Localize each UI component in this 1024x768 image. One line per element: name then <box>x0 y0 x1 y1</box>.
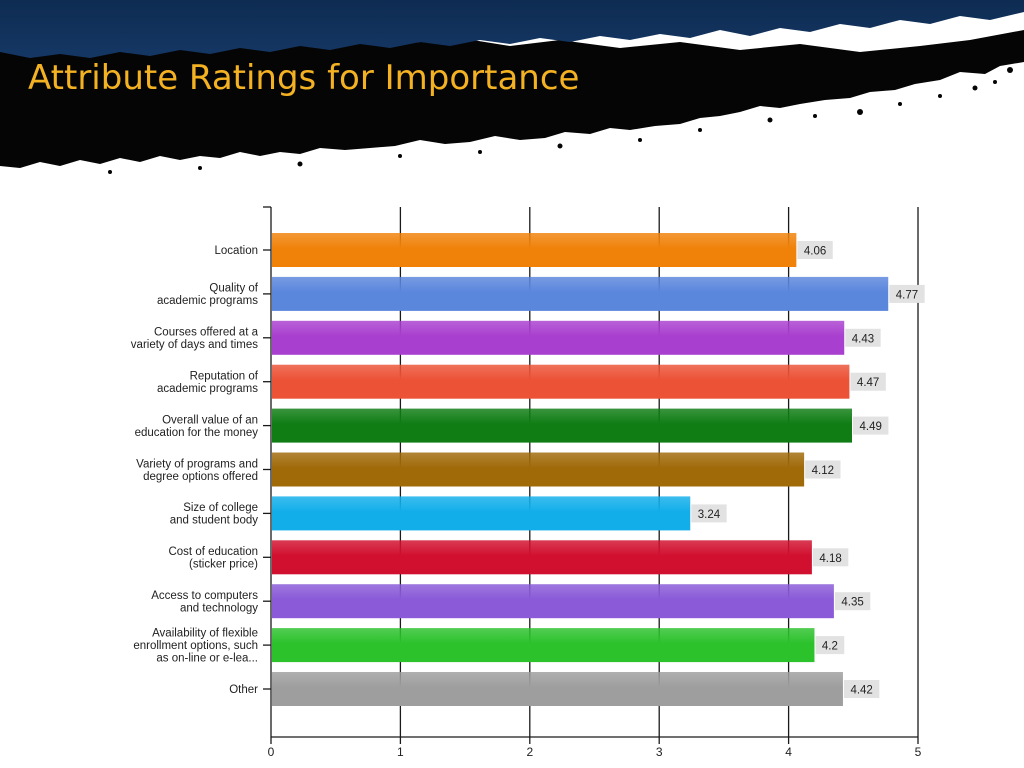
category-label-line: degree options offered <box>143 471 258 483</box>
value-label: 4.42 <box>850 685 872 697</box>
value-label-box <box>853 416 889 435</box>
brush-speckles <box>108 67 1013 174</box>
category-label-line: and technology <box>180 602 258 614</box>
category-label: Location <box>215 245 258 257</box>
category-label-line: Courses offered at a <box>154 327 259 339</box>
category-label-line: academic programs <box>157 383 258 395</box>
value-label-box <box>691 504 727 523</box>
value-label: 4.12 <box>812 465 834 477</box>
category-label-line: Cost of education <box>168 546 258 558</box>
brush-stroke-band <box>0 28 1024 168</box>
bar <box>272 452 805 487</box>
value-label: 4.49 <box>860 421 882 433</box>
category-label-line: Overall value of an <box>162 414 258 426</box>
x-tick-label: 1 <box>397 745 404 759</box>
category-label-line: academic programs <box>157 295 258 307</box>
bar <box>272 276 889 311</box>
header-banner <box>0 0 1024 174</box>
bar <box>272 320 845 355</box>
category-label-line: Reputation of <box>190 370 259 382</box>
category-label: Quality of academic programs <box>157 283 259 308</box>
value-label-box <box>812 548 849 567</box>
bar <box>272 364 850 399</box>
category-label-line: Access to computers <box>151 590 258 602</box>
category-label-line: variety of days and times <box>131 339 258 351</box>
slide-title: Attribute Ratings for Importance <box>28 58 580 98</box>
category-label-line: Location <box>215 245 258 257</box>
value-label-box <box>815 636 845 655</box>
bar <box>272 672 843 706</box>
category-label-line: (sticker price) <box>189 559 258 571</box>
category-label-line: Other <box>229 684 258 696</box>
category-label: Availability of flexible enrollment optio… <box>133 628 258 665</box>
value-label-box <box>850 372 886 391</box>
x-tick-label: 0 <box>268 745 275 759</box>
value-label: 4.2 <box>822 641 838 653</box>
category-label: Access to computers and technology <box>151 590 258 615</box>
x-tick-label: 4 <box>785 745 792 759</box>
value-label-box <box>834 592 871 611</box>
value-label-box <box>843 680 880 698</box>
category-label-line: education for the money <box>135 427 259 439</box>
bar <box>272 584 834 619</box>
category-label: Cost of education (sticker price) <box>168 546 258 571</box>
value-label-box <box>889 284 925 303</box>
category-label-line: Size of college <box>183 502 258 514</box>
value-label: 4.43 <box>852 333 874 345</box>
category-label-line: Availability of flexible <box>152 628 258 640</box>
category-label: Reputation of academic programs <box>157 370 259 395</box>
category-label: Courses offered at a variety of days and … <box>131 327 259 352</box>
value-label-box <box>797 241 833 259</box>
category-label-line: and student body <box>170 515 258 527</box>
x-tick-label: 5 <box>915 745 922 759</box>
bar <box>272 408 853 443</box>
x-tick-label: 2 <box>526 745 533 759</box>
category-label-line: Variety of programs and <box>136 458 258 470</box>
value-label-box <box>845 328 881 347</box>
bar <box>272 540 812 575</box>
category-label: Size of college and student body <box>170 502 258 527</box>
value-label: 4.18 <box>819 553 841 565</box>
value-label: 4.77 <box>896 289 918 301</box>
value-label: 4.47 <box>857 377 879 389</box>
x-tick-label: 3 <box>656 745 663 759</box>
value-label: 3.24 <box>698 509 721 521</box>
bar <box>272 496 691 531</box>
bar <box>272 628 815 663</box>
category-label: Overall value of an education for the mon… <box>135 414 259 439</box>
bar <box>272 233 797 267</box>
category-label-line: as on-line or e-lea... <box>156 653 258 665</box>
value-label-box <box>805 460 841 479</box>
category-label: Other <box>229 684 258 696</box>
navy-header-fill <box>0 0 1024 58</box>
value-label: 4.35 <box>841 597 863 609</box>
category-label-line: Quality of <box>209 283 258 295</box>
category-label-line: enrollment options, such <box>133 640 258 652</box>
value-label: 4.06 <box>804 246 826 258</box>
category-label: Variety of programs and degree options of… <box>136 458 258 483</box>
